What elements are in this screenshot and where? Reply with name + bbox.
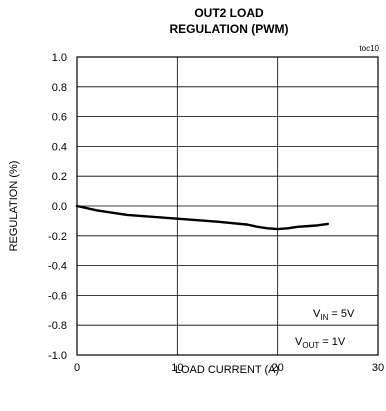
annotation-vout: VOUT = 1V: [295, 336, 346, 350]
y-tick-label: 0.2: [52, 171, 67, 183]
y-tick-label: 0.8: [52, 82, 67, 94]
data-point: [267, 227, 269, 229]
annotation-vout-rest: = 1V: [319, 336, 346, 348]
y-axis-label: REGULATION (%): [8, 161, 20, 252]
y-tick-label: 0.0: [52, 201, 67, 213]
chart-tag: toc10: [359, 44, 379, 53]
x-tick-label: 30: [372, 362, 384, 374]
x-tick-label: 0: [74, 362, 80, 374]
y-tick-label: -0.6: [48, 290, 67, 302]
y-tick-label: 0.6: [52, 112, 67, 124]
data-point: [156, 216, 158, 218]
annotation-vin-rest: = 5V: [328, 308, 355, 320]
data-point: [186, 218, 188, 221]
data-point: [257, 226, 259, 228]
annotation-vout-sub: OUT: [302, 341, 319, 350]
x-axis-label: LOAD CURRENT (A): [175, 364, 279, 376]
y-tick-label: -0.4: [48, 261, 67, 273]
annotation-vout-main: V: [295, 336, 303, 348]
data-point: [277, 228, 279, 230]
y-tick-label: -1.0: [48, 350, 67, 362]
x-tick-label: 20: [272, 362, 284, 374]
series-layer: [75, 204, 330, 231]
grid-layer: [77, 57, 378, 355]
data-point: [287, 227, 289, 229]
x-tick-label: 10: [171, 362, 183, 374]
series-line: [75, 204, 330, 231]
data-point: [246, 224, 249, 226]
data-point: [317, 224, 319, 226]
y-tick-label: -0.2: [48, 231, 67, 243]
data-point: [76, 205, 78, 207]
chart-title-line-1: OUT2 LOAD: [194, 6, 264, 20]
data-point: [307, 225, 309, 227]
x-tick-labels: 0 10 20 30: [74, 362, 384, 374]
y-tick-label: 0.4: [52, 141, 67, 153]
data-point: [216, 221, 219, 223]
data-point: [96, 209, 98, 212]
annotation-vin-sub: IN: [320, 313, 328, 322]
data-point: [297, 226, 299, 228]
y-tick-label: 1.0: [52, 52, 67, 64]
data-point: [126, 214, 128, 216]
data-point: [327, 223, 329, 225]
y-tick-labels: 1.0 0.8 0.6 0.4 0.2 0.0 -0.2 -0.4 -0.6 -0.8 -1.0: [48, 52, 67, 362]
chart-title-line-2: REGULATION (PWM): [169, 22, 288, 36]
y-tick-label: -0.8: [48, 320, 67, 332]
annotation-vin: VIN = 5V: [313, 308, 355, 322]
annotation-vin-main: V: [313, 308, 321, 320]
